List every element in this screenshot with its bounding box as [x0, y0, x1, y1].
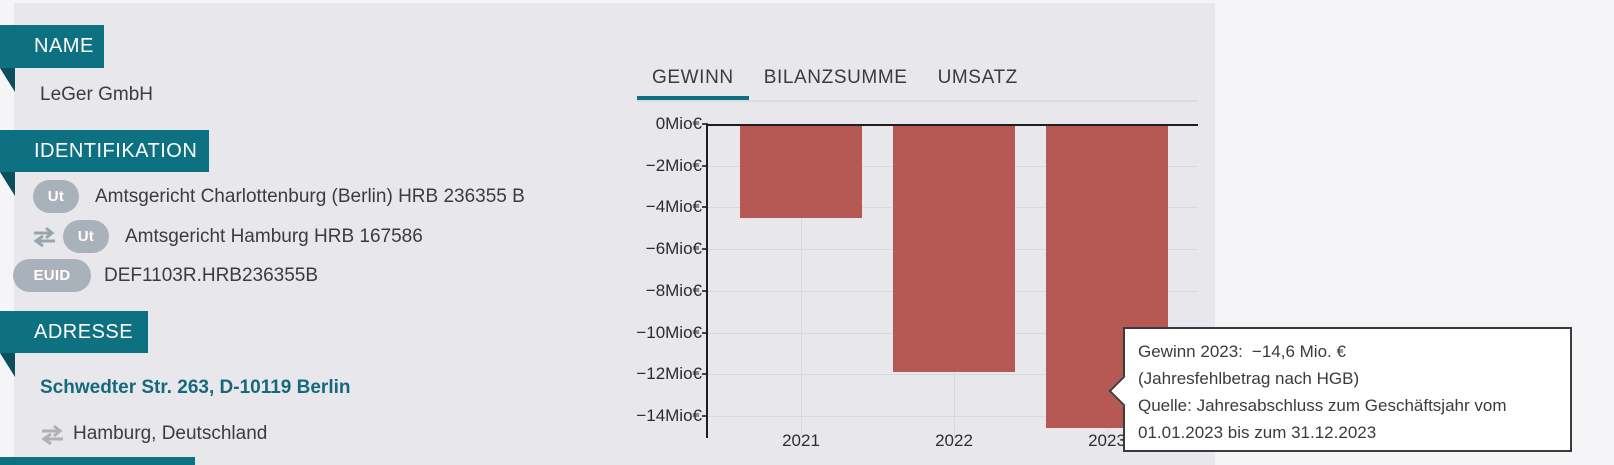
chart-tooltip: Gewinn 2023: −14,6 Mio. € (Jahresfehlbetr… [1108, 327, 1572, 452]
y-axis-tick-mark [702, 289, 708, 292]
identification-row-primary: Ut Amtsgericht Charlottenburg (Berlin) H… [33, 180, 525, 213]
register-entry-text: Amtsgericht Charlottenburg (Berlin) HRB … [95, 185, 525, 207]
y-axis-tick-label: −8Mio€ [645, 280, 702, 300]
y-axis-tick-label: −14Mio€ [636, 405, 702, 425]
y-axis-tick-mark [702, 331, 708, 334]
x-axis-label: 2023 [1088, 431, 1126, 450]
y-axis-tick-mark [702, 414, 708, 417]
h-gridline [708, 415, 1198, 417]
tooltip-title-value: −14,6 Mio. € [1251, 342, 1346, 361]
zero-axis-line [706, 124, 1198, 126]
y-axis-tick-mark [702, 206, 708, 209]
section-header-name: NAME [0, 25, 104, 68]
identification-row-euid: EUID DEF1103R.HRB236355B [13, 259, 318, 292]
tooltip-source: Quelle: Jahresabschluss zum Geschäftsjah… [1138, 396, 1507, 442]
register-type-badge: Ut [33, 180, 79, 213]
tab-gewinn[interactable]: GEWINN [637, 55, 749, 100]
tab-bilanzsumme[interactable]: BILANZSUMME [763, 66, 908, 88]
tooltip-subtitle: (Jahresfehlbetrag nach HGB) [1138, 369, 1360, 388]
transfer-arrows-icon [39, 424, 66, 445]
y-axis-line [706, 124, 708, 438]
company-name: LeGer GmbH [40, 84, 153, 105]
v-gridline [801, 124, 802, 438]
transfer-arrows-icon [31, 226, 58, 247]
register-type-badge: Ut [63, 220, 109, 253]
bar-2021[interactable] [740, 126, 862, 218]
section-header-address: ADRESSE [0, 311, 148, 353]
y-axis-tick-label: −10Mio€ [636, 322, 702, 342]
y-axis-tick-mark [702, 248, 708, 251]
address-secondary: Hamburg, Deutschland [73, 423, 268, 444]
y-axis-tick-mark [702, 373, 708, 376]
y-axis-tick-label: −12Mio€ [636, 364, 702, 384]
chart-metric-tabs: GEWINN BILANZSUMME UMSATZ [637, 55, 1198, 102]
tooltip-title-label: Gewinn 2023: [1138, 342, 1243, 361]
y-axis-tick-mark [702, 164, 708, 167]
address-row-former: Hamburg, Deutschland [39, 421, 267, 447]
tab-umsatz[interactable]: UMSATZ [937, 66, 1018, 88]
y-axis-tick-label: −4Mio€ [645, 197, 702, 217]
section-header-address-label: ADRESSE [34, 320, 134, 343]
y-axis-tick-label: −2Mio€ [645, 155, 702, 175]
h-gridline [708, 374, 1198, 376]
tooltip-title-line: Gewinn 2023: −14,6 Mio. € [1138, 338, 1557, 365]
x-axis-label: 2022 [935, 431, 973, 450]
y-axis-tick-label: 0Mio€ [655, 114, 702, 133]
euid-badge: EUID [13, 259, 91, 292]
address-link[interactable]: Schwedter Str. 263, D-10119 Berlin [40, 377, 351, 398]
identification-row-former: Ut Amtsgericht Hamburg HRB 167586 [31, 220, 423, 253]
y-axis-tick-mark [702, 123, 708, 125]
x-axis-label: 2021 [782, 431, 820, 450]
euid-value: DEF1103R.HRB236355B [104, 264, 319, 286]
section-header-next-truncated [0, 457, 195, 465]
section-header-name-label: NAME [34, 35, 94, 57]
section-header-identification-label: IDENTIFIKATION [34, 139, 198, 162]
section-header-identification: IDENTIFIKATION [0, 130, 209, 172]
y-axis-tick-label: −6Mio€ [645, 239, 702, 259]
bar-2022[interactable] [893, 126, 1015, 373]
register-entry-text: Amtsgericht Hamburg HRB 167586 [125, 225, 423, 247]
